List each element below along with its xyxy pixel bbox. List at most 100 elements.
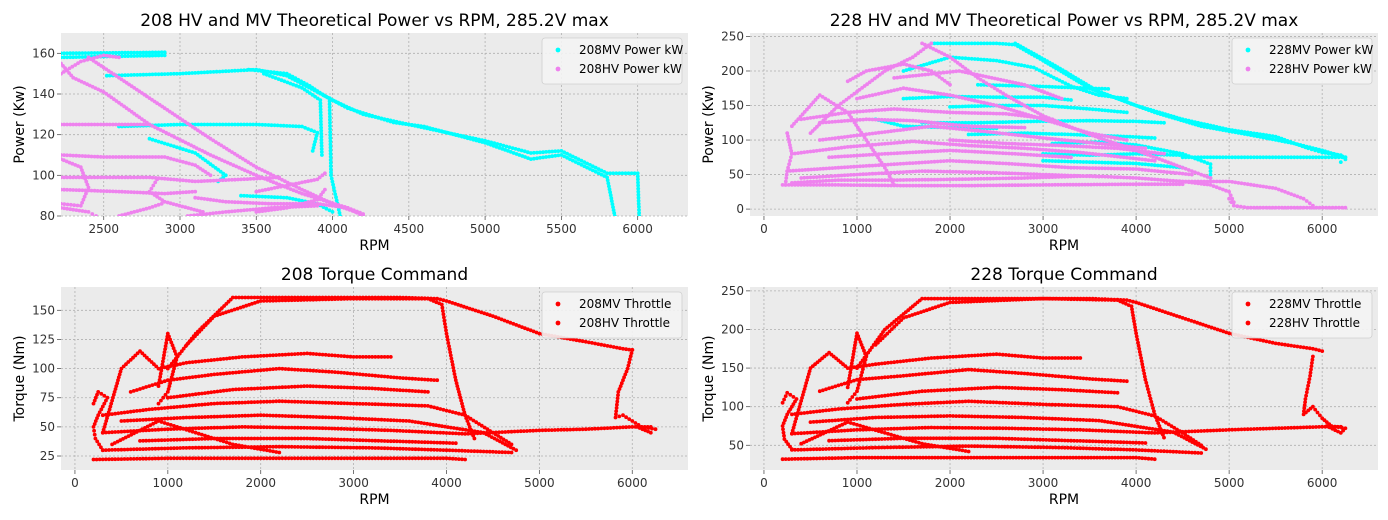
data-point [457,392,462,397]
data-point [602,174,607,178]
data-point [920,119,924,124]
data-point [1016,142,1021,146]
data-point [824,183,828,187]
data-point [892,107,897,111]
data-point [842,183,847,187]
data-point [608,344,613,349]
data-point [1044,84,1049,89]
data-point [1238,204,1243,209]
data-point [960,143,965,148]
data-point [407,403,412,408]
data-point [265,456,269,461]
data-point [376,428,381,432]
data-point [954,159,959,164]
data-point [104,122,109,127]
data-point [77,154,82,158]
data-point [255,425,260,429]
data-point [1239,131,1244,136]
data-point [883,141,887,146]
data-point [1298,143,1303,147]
data-point [126,50,130,55]
data-point [159,406,164,411]
data-point [1066,105,1070,110]
data-point [1047,154,1052,158]
data-point [373,456,378,461]
data-point [556,153,561,158]
data-point [119,419,124,423]
data-point [221,401,226,406]
data-point [997,120,1002,125]
data-point [266,201,271,206]
data-point [1056,173,1061,178]
data-point [855,153,859,158]
data-point [287,205,292,210]
data-point [504,439,509,443]
data-point [889,141,893,146]
data-point [988,124,993,129]
data-point [162,191,167,196]
data-point [842,154,847,159]
data-point [1140,167,1145,172]
data-point [867,143,872,148]
data-point [619,381,624,386]
data-point [388,456,393,461]
data-point [1084,130,1089,135]
data-point [156,427,161,432]
data-point [1013,81,1018,85]
data-point [1236,155,1241,160]
data-point [1258,135,1263,139]
data-point [608,426,613,430]
data-point [951,177,955,182]
data-point [960,170,965,174]
data-point [351,371,356,376]
data-point [292,352,297,356]
data-point [1072,132,1076,137]
data-point [845,154,850,159]
data-point [606,181,611,186]
data-point [608,190,612,195]
data-point [404,403,409,408]
series-1 [61,50,642,216]
data-point [1093,152,1098,157]
data-point [785,131,790,136]
data-point [1056,132,1061,137]
data-point [460,427,465,432]
data-point [948,138,952,142]
data-point [261,425,266,430]
data-point [794,168,799,173]
data-point [1062,149,1067,154]
data-point [1115,161,1120,165]
data-point [211,211,215,216]
data-point [614,412,618,417]
data-point [1059,182,1063,187]
data-point [808,149,813,154]
y-tick-label: 200 [721,64,744,78]
data-point [1047,143,1052,148]
data-point [274,295,279,300]
data-point [914,65,918,69]
data-point [312,129,317,134]
data-point [455,426,459,431]
data-point [289,399,294,404]
data-point [373,417,378,422]
data-point [1007,151,1011,156]
data-point [948,70,952,74]
data-point [221,456,226,461]
data-point [1109,166,1114,171]
data-point [407,376,412,381]
data-point [991,111,996,116]
data-point [497,430,501,435]
data-point [1010,132,1014,137]
data-point [618,425,622,430]
data-point [988,183,993,188]
data-point [1059,154,1064,159]
data-point [235,153,240,158]
data-point [349,107,353,112]
data-point [1106,153,1111,158]
data-point [144,385,149,389]
data-point [1131,182,1135,187]
data-point [165,331,170,336]
data-point [920,177,924,182]
data-point [1149,109,1154,114]
data-point [969,95,974,99]
